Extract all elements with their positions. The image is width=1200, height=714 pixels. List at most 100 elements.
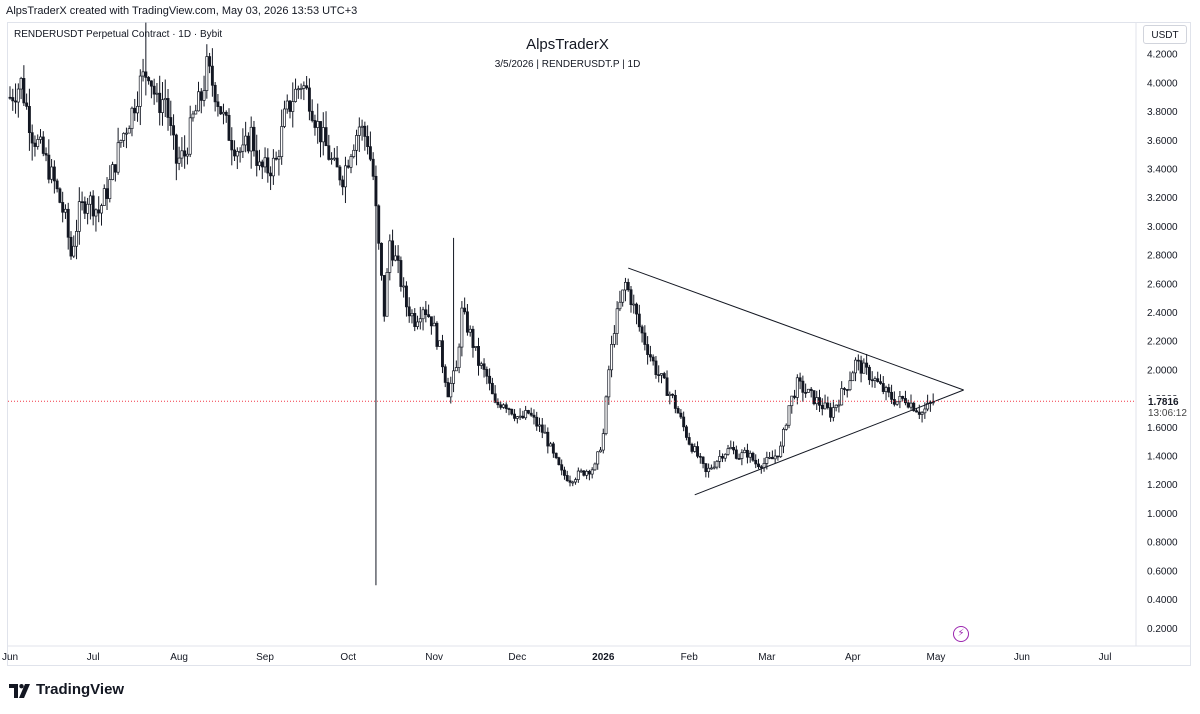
candle-body [496, 401, 500, 406]
candle-body [754, 459, 758, 465]
candle-body [283, 108, 286, 127]
candle-body [474, 346, 478, 348]
chart-frame[interactable] [7, 22, 1191, 666]
candle-body [632, 303, 636, 306]
price-axis-label: 2.8000 [1147, 251, 1178, 262]
candle-body [185, 153, 189, 157]
candle-body [52, 166, 56, 182]
candle-body [327, 145, 331, 160]
lightning-bolt-icon[interactable]: ⚡ [953, 626, 969, 642]
candle-body [579, 470, 583, 473]
candle-body [851, 372, 855, 382]
candle-body [831, 407, 835, 418]
candle-body [183, 150, 187, 157]
candle-body [502, 404, 505, 408]
candle-body [202, 90, 206, 101]
time-axis-label: Jul [87, 652, 100, 663]
candle-body [859, 360, 863, 374]
candle-body [560, 464, 564, 471]
candle-body [743, 449, 747, 454]
candle-body [385, 272, 389, 317]
candle-body [745, 449, 749, 458]
candle-body [915, 410, 918, 413]
candle-body [585, 470, 589, 476]
candle-body [11, 97, 15, 102]
candle-body [623, 281, 627, 291]
candle-body [39, 136, 42, 140]
candle-body [712, 466, 716, 469]
candle-body [876, 378, 880, 382]
candle-body [441, 340, 444, 368]
candle-body [402, 285, 406, 288]
candle-body [768, 456, 772, 459]
candle-body [657, 374, 661, 376]
candle-body [55, 180, 59, 190]
time-axis-label: Mar [758, 652, 776, 663]
candle-body [208, 56, 212, 67]
candle-body [249, 126, 253, 152]
price-axis-label: 3.6000 [1147, 136, 1178, 147]
candle-body [757, 463, 760, 468]
candle-body [737, 458, 741, 460]
candle-body [596, 451, 600, 465]
candle-body [141, 71, 145, 77]
last-price-value: 1.7816 [1148, 397, 1179, 408]
price-axis-label: 3.0000 [1147, 222, 1178, 233]
candle-body [468, 328, 472, 333]
candle-body [382, 275, 386, 317]
candle-body [324, 127, 328, 147]
candle-body [166, 98, 170, 118]
price-axis-label: 0.2000 [1147, 624, 1178, 635]
candle-body [865, 362, 869, 368]
candle-body [726, 448, 730, 455]
candle-body [637, 313, 641, 328]
candle-body [188, 117, 192, 155]
candle-body [881, 383, 885, 392]
price-axis-label: 1.0000 [1147, 509, 1178, 520]
candle-body [504, 404, 508, 409]
trendline[interactable] [628, 267, 964, 391]
candle-body [119, 140, 123, 144]
candle-body [235, 151, 239, 157]
candle-body [751, 452, 755, 461]
candle-body [587, 470, 591, 475]
candle-body [515, 416, 519, 419]
candle-body [83, 201, 87, 214]
candle-body [205, 56, 209, 91]
candle-body [219, 106, 223, 115]
price-axis-label: 3.2000 [1147, 193, 1178, 204]
candle-body [707, 467, 711, 473]
candle-body [149, 80, 153, 87]
candle-body [288, 100, 292, 112]
candle-body [482, 363, 486, 370]
candle-body [255, 150, 259, 166]
candle-body [355, 135, 358, 151]
candle-body [709, 467, 713, 470]
candle-body [138, 75, 142, 107]
candle-body [94, 209, 98, 217]
candle-body [773, 455, 777, 460]
price-axis-label: 3.4000 [1147, 165, 1178, 176]
candle-body [391, 240, 395, 261]
candle-body [429, 316, 433, 327]
candle-body [848, 380, 852, 391]
candle-body [748, 452, 752, 458]
candle-body [421, 309, 425, 320]
currency-button[interactable]: USDT [1143, 25, 1187, 44]
candle-body [662, 373, 666, 379]
candle-body [840, 388, 844, 406]
candle-body [316, 121, 320, 128]
candle-body [374, 175, 378, 207]
candle-body [610, 343, 614, 371]
candle-body [887, 387, 891, 393]
candle-body [277, 156, 281, 160]
candle-body [568, 480, 572, 483]
trendline[interactable] [694, 389, 964, 496]
candle-body [263, 157, 267, 168]
candle-body [377, 205, 381, 244]
candle-body [222, 111, 225, 115]
candle-body [346, 165, 350, 168]
attribution-text: AlpsTraderX created with TradingView.com… [6, 5, 358, 17]
candle-body [917, 411, 921, 415]
